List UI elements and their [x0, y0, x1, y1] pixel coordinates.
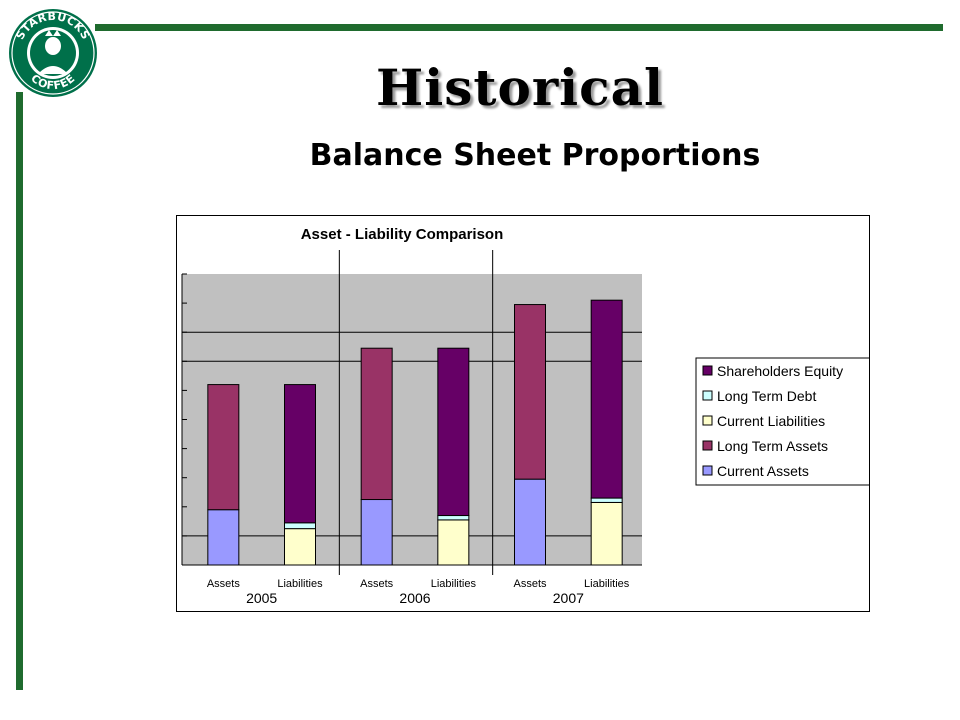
chart-frame: Asset - Liability Comparison Assets Liabi… — [176, 215, 870, 612]
bar-segment — [437, 515, 470, 521]
x-tick-label: Liabilities — [277, 578, 323, 590]
legend-entry: Current Liabilities — [717, 413, 825, 429]
bar-segment — [514, 304, 546, 480]
stacked-bar-chart: Asset - Liability Comparison Assets Liabi… — [181, 226, 869, 606]
legend-swatch — [702, 465, 713, 476]
x-tick-label: Assets — [513, 578, 547, 590]
bar-segment — [360, 499, 393, 566]
starbucks-logo-icon: STARBUCKS COFFEE — [9, 9, 97, 97]
top-accent-bar — [95, 24, 943, 31]
legend-swatch — [702, 415, 713, 426]
legend-entry: Current Assets — [717, 463, 809, 479]
bar-segment — [284, 522, 316, 530]
chart-title: Asset - Liability Comparison — [301, 226, 504, 243]
bar-segment — [437, 347, 470, 517]
slide-title: Historical — [375, 58, 664, 117]
legend-box — [695, 357, 869, 486]
x-group-label: 2005 — [246, 590, 277, 606]
x-tick-label: Assets — [207, 578, 241, 590]
legend-entry: Shareholders Equity — [717, 363, 843, 379]
bar-segment — [590, 497, 623, 503]
x-group-label: 2006 — [399, 590, 430, 606]
bar-segment — [284, 528, 316, 566]
plot-area — [182, 274, 642, 565]
x-tick-label: Assets — [360, 578, 394, 590]
bar-segment — [360, 347, 393, 501]
bar-segment — [590, 501, 623, 566]
x-tick-label: Liabilities — [584, 578, 630, 590]
logo-bottom-text: COFFEE — [28, 72, 77, 93]
legend-entry: Long Term Debt — [717, 388, 816, 404]
legend-swatch — [702, 390, 713, 401]
bar-segment — [207, 509, 240, 566]
left-accent-bar — [16, 92, 23, 690]
x-group-label: 2007 — [553, 590, 584, 606]
slide-subtitle: Balance Sheet Proportions — [309, 138, 761, 173]
bar-segment — [514, 478, 546, 566]
bar-segment — [437, 519, 470, 566]
bar-segment — [207, 384, 240, 511]
legend-entry: Long Term Assets — [717, 438, 828, 454]
bar-segment — [284, 384, 316, 524]
bar-segment — [590, 299, 623, 499]
svg-text:COFFEE: COFFEE — [28, 72, 77, 93]
legend-swatch — [702, 440, 713, 451]
x-tick-label: Liabilities — [431, 578, 477, 590]
legend-swatch — [702, 365, 713, 376]
